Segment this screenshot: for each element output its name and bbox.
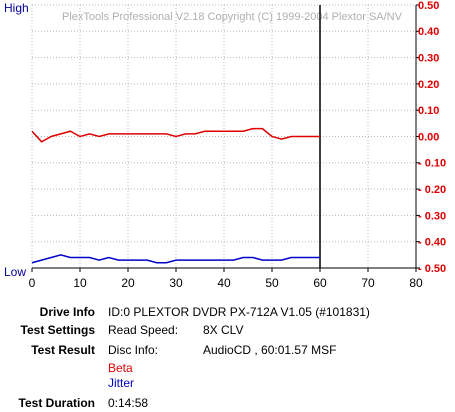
- y-tick-label: - 0.30: [418, 210, 446, 222]
- info-label: Drive Info: [40, 305, 95, 319]
- y-tick-label: 0.40: [418, 26, 439, 38]
- info-value: AudioCD , 60:01.57 MSF: [203, 343, 336, 357]
- y-tick-label: - 0.40: [418, 237, 446, 249]
- x-tick-label: 20: [121, 276, 135, 290]
- info-label: Test Duration: [19, 396, 95, 410]
- legend-entry: Beta: [108, 361, 133, 375]
- y-tick-label: 0.30: [418, 53, 439, 65]
- info-value: ID:0 PLEXTOR DVDR PX-712A V1.05 (#101831…: [108, 305, 370, 319]
- info-label: Test Settings: [21, 323, 96, 337]
- x-tick-label: 40: [217, 276, 231, 290]
- info-value: 0:14:58: [108, 396, 148, 410]
- y-tick-label: - 0.10: [418, 158, 446, 170]
- y-tick-label: 0.10: [418, 105, 439, 117]
- y-tick-label: 0.20: [418, 79, 439, 91]
- series-line: [31, 127, 320, 143]
- info-value: 8X CLV: [203, 323, 243, 337]
- x-tick-label: 10: [73, 276, 87, 290]
- x-tick-label: 0: [29, 276, 36, 290]
- x-tick-label: 50: [265, 276, 279, 290]
- chart-title: PlexTools Professional V2.18 Copyright (…: [62, 11, 403, 23]
- y-low-label: Low: [4, 265, 26, 279]
- info-label: Test Result: [31, 343, 95, 357]
- y-high-label: High: [4, 1, 29, 15]
- y-tick-label: 0.00: [418, 131, 439, 143]
- series-line: [31, 254, 320, 264]
- x-tick-label: 30: [169, 276, 183, 290]
- x-tick-label: 70: [361, 276, 375, 290]
- legend-entry: Jitter: [108, 376, 134, 390]
- y-tick-label: - 0.20: [418, 184, 446, 196]
- x-tick-label: 60: [313, 276, 327, 290]
- y-tick-label: - 0.50: [418, 263, 446, 275]
- info-value: Read Speed:: [108, 323, 178, 337]
- x-tick-label: 80: [409, 276, 423, 290]
- y-tick-label: 0.50: [418, 0, 439, 12]
- info-value: Disc Info:: [108, 343, 158, 357]
